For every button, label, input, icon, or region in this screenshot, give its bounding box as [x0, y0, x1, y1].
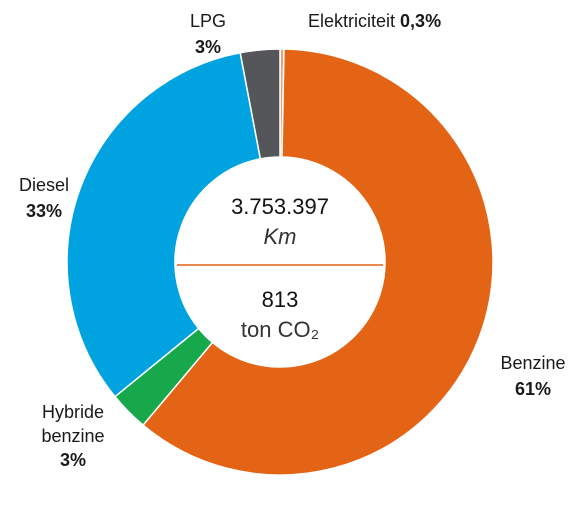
center-disc: [175, 157, 385, 367]
slice: [141, 48, 494, 476]
center-km-unit: Km: [263, 224, 297, 249]
category-label: Elektriciteit: [308, 11, 396, 31]
label-elektriciteit: Elektriciteit 0,3%: [308, 8, 441, 34]
center-co2-unit: ton CO₂: [240, 317, 320, 342]
value-label: 0,3%: [400, 11, 442, 31]
value-label: 33%: [25, 201, 63, 221]
category-label: Diesel: [18, 175, 70, 195]
center-km-value: 3.753.397: [231, 194, 329, 219]
category-label: LPG: [189, 11, 227, 31]
label-benzine: Benzine 61%: [490, 350, 576, 402]
value-label: 3%: [59, 450, 86, 470]
category-label: Hybride benzine: [41, 402, 105, 446]
value-label: 61%: [514, 379, 552, 399]
center-co2-value: 813: [261, 287, 299, 312]
label-diesel: Diesel 33%: [4, 172, 84, 224]
label-lpg: LPG 3%: [176, 8, 240, 60]
label-hybride: Hybride benzine 3%: [26, 400, 120, 472]
value-label: 3%: [194, 37, 221, 57]
category-label: Benzine: [500, 353, 566, 373]
